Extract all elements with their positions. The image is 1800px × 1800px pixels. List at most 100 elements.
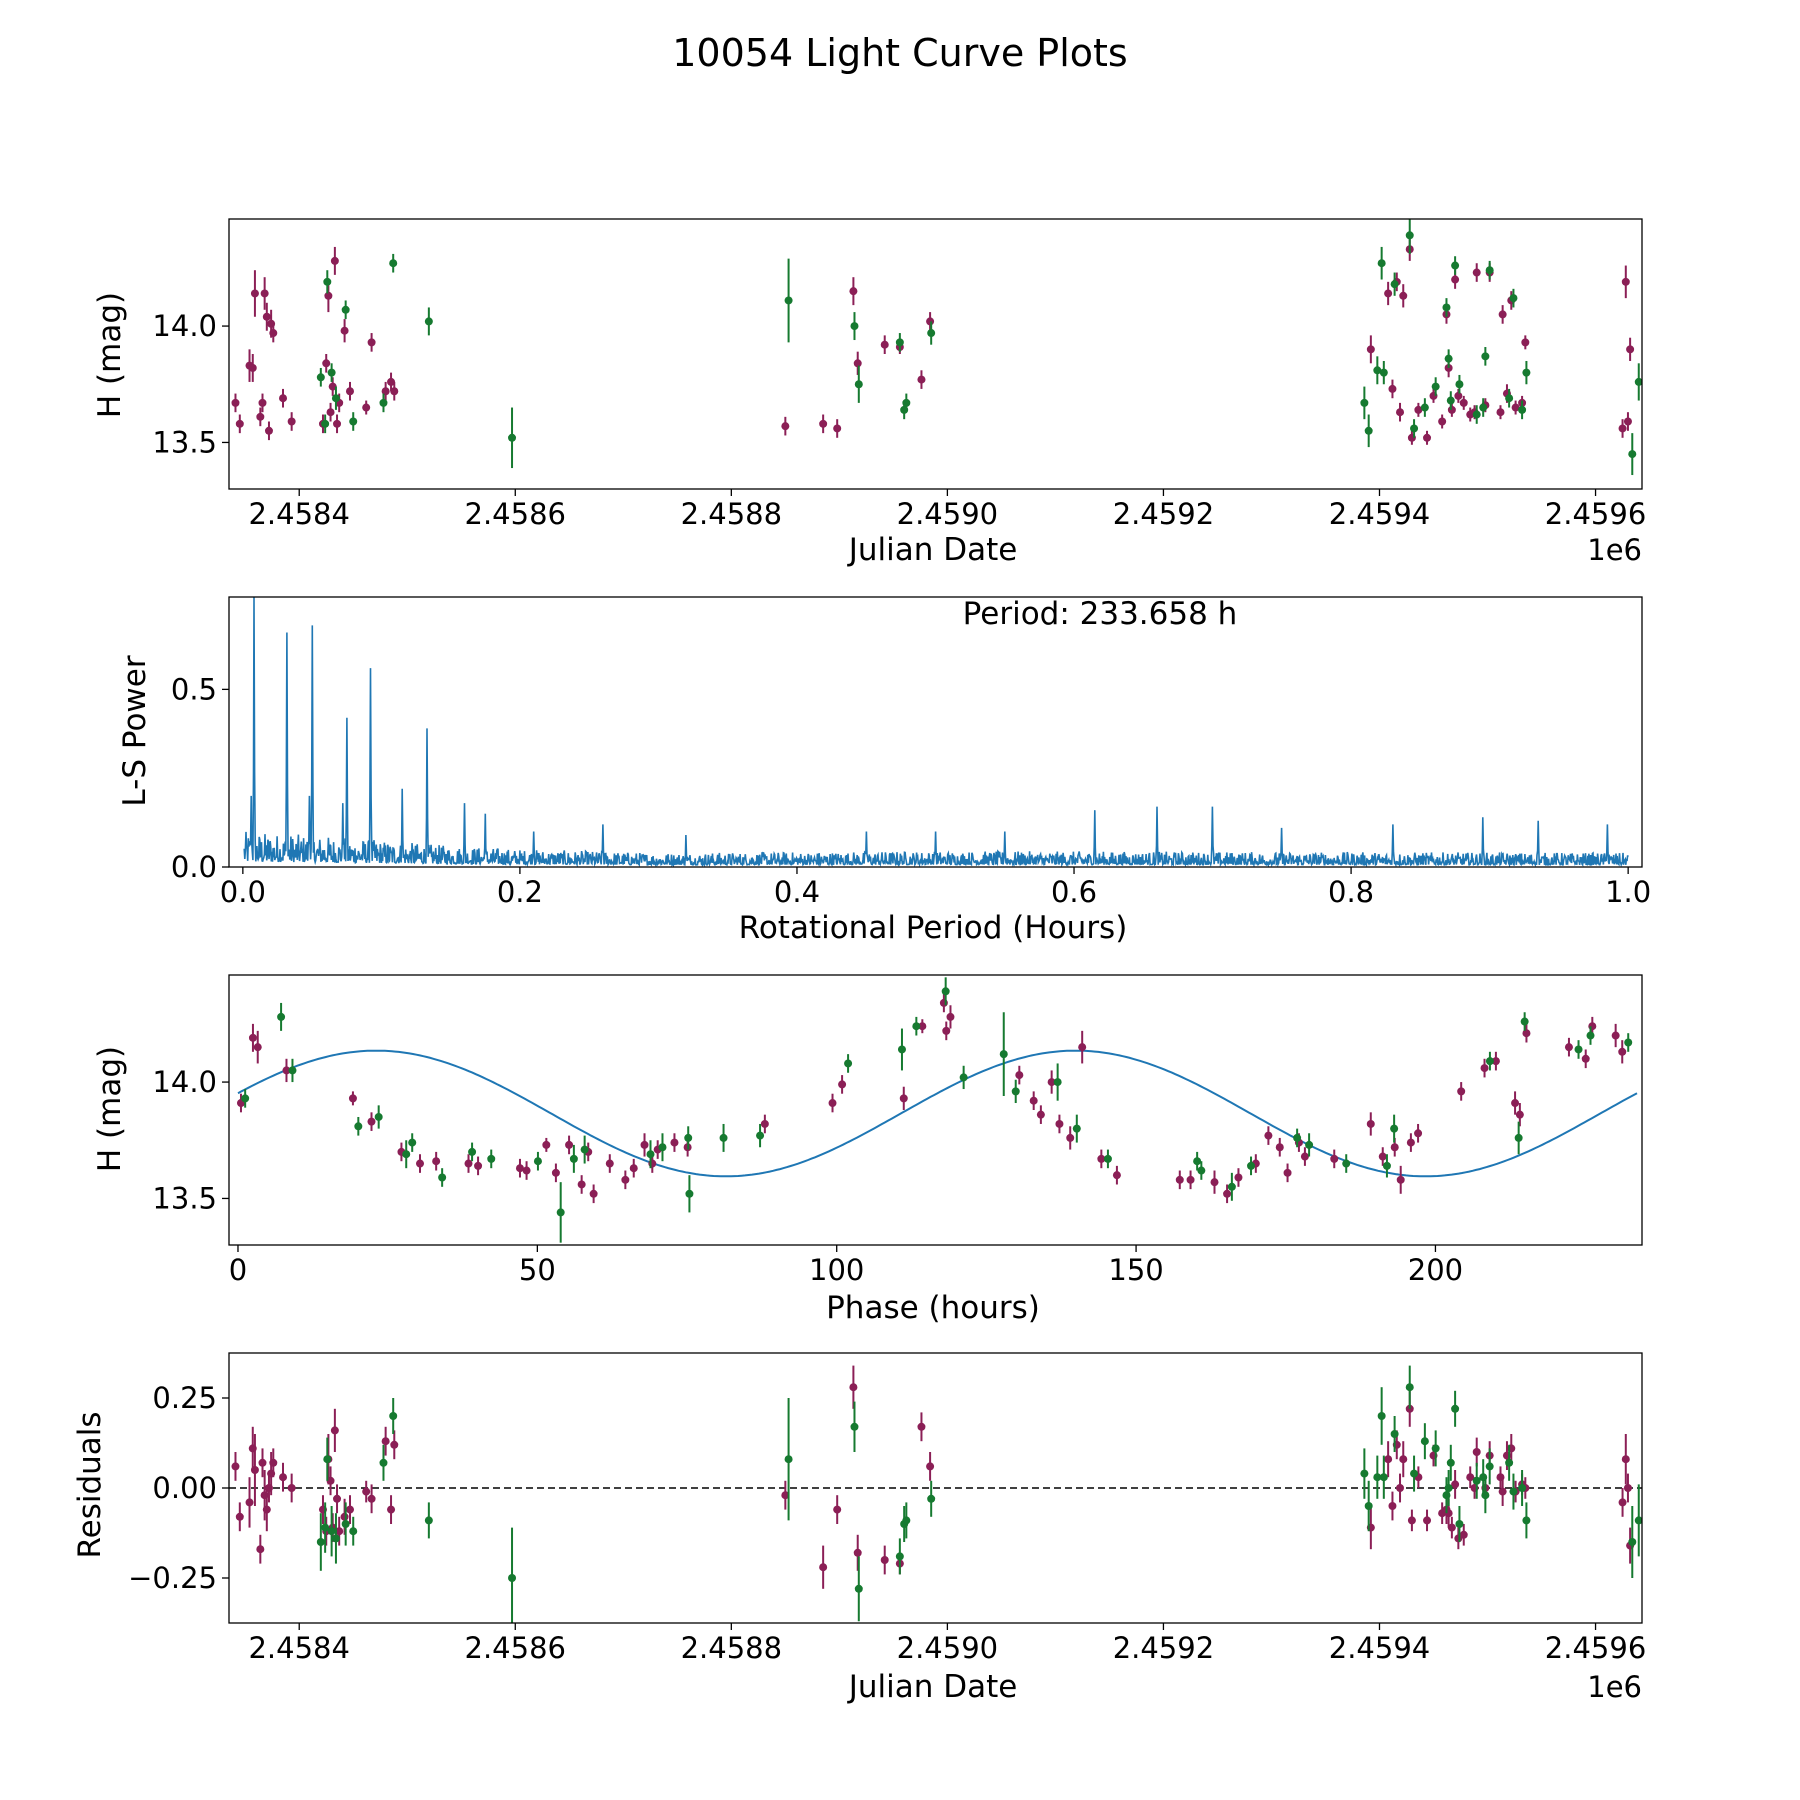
data-point — [1406, 1138, 1415, 1147]
data-point — [1377, 1412, 1386, 1420]
data-point — [387, 1505, 396, 1514]
data-point — [231, 1462, 240, 1471]
data-point — [316, 373, 325, 382]
data-point — [849, 287, 858, 296]
data-point — [1378, 1152, 1387, 1161]
data-point — [438, 1173, 447, 1182]
panel-lightcurve-julian-series-maroon — [231, 237, 1635, 445]
data-point — [1457, 1087, 1466, 1096]
data-point — [784, 1455, 793, 1464]
data-point — [327, 1527, 336, 1536]
data-point — [1626, 345, 1635, 354]
panel-periodogram-axes-frame — [228, 596, 1643, 868]
data-point — [1373, 366, 1382, 375]
data-point — [1447, 405, 1456, 414]
data-point — [345, 387, 354, 396]
data-point — [1618, 424, 1627, 433]
data-point — [1522, 1516, 1531, 1525]
data-point — [926, 317, 935, 326]
panel-residuals: Residuals Julian Date 1e6 2.4584 2.4586 2.… — [72, 1352, 1646, 1705]
data-point — [1447, 1523, 1456, 1532]
data-point — [1472, 1448, 1481, 1456]
data-point — [1366, 345, 1375, 354]
x-tick-label: 2.4592 — [1113, 497, 1214, 531]
data-point — [648, 1159, 657, 1168]
data-point — [1078, 1043, 1087, 1052]
data-point — [1396, 1484, 1405, 1492]
data-point — [1459, 398, 1468, 407]
data-point — [331, 394, 340, 403]
data-point — [1451, 1480, 1460, 1489]
data-point — [1234, 1173, 1243, 1182]
x-tick-label: 150 — [1108, 1253, 1163, 1287]
data-point — [279, 1473, 288, 1482]
figure-title: 10054 Light Curve Plots — [672, 31, 1127, 75]
data-point — [1379, 368, 1388, 377]
data-point — [341, 305, 350, 314]
x-tick-label: 0.2 — [497, 875, 543, 909]
data-point — [1518, 405, 1527, 414]
data-point — [959, 1073, 968, 1082]
data-point — [367, 338, 376, 347]
data-point — [256, 1545, 265, 1554]
data-point — [685, 1189, 694, 1198]
data-point — [1384, 1455, 1393, 1464]
sinusoid-fit-curve — [237, 1049, 1638, 1178]
data-point — [1399, 1455, 1408, 1464]
x-tick-label: 2.4592 — [1113, 1631, 1214, 1665]
data-point — [387, 377, 396, 386]
data-point — [389, 1412, 398, 1420]
data-point — [533, 1157, 542, 1166]
data-point — [853, 359, 862, 368]
data-point — [1373, 1473, 1382, 1482]
data-point — [515, 1164, 524, 1173]
x-tick-label: 2.4584 — [248, 1631, 349, 1665]
data-point — [1446, 396, 1455, 405]
data-point — [349, 1527, 358, 1536]
data-point — [508, 1574, 517, 1582]
data-point — [1574, 1045, 1583, 1054]
data-point — [269, 329, 278, 338]
y-tick-label: 13.5 — [152, 425, 217, 459]
data-point — [374, 1112, 383, 1121]
data-point — [231, 398, 240, 407]
data-point — [508, 433, 517, 442]
data-point — [577, 1180, 586, 1189]
panel-phased-lightcurve-axes-frame — [228, 974, 1643, 1246]
data-point — [946, 1012, 955, 1021]
data-point — [1618, 1047, 1627, 1056]
y-tick-label: 0.25 — [152, 1381, 217, 1415]
data-point — [424, 317, 433, 326]
data-point — [1498, 1487, 1507, 1496]
data-point — [1521, 338, 1530, 347]
panel-periodogram-ylabel: L-S Power — [117, 655, 153, 806]
data-point — [1382, 1161, 1391, 1170]
data-point — [1628, 450, 1637, 459]
data-point — [684, 1133, 693, 1142]
data-point — [902, 1516, 911, 1525]
data-point — [333, 419, 342, 428]
data-point — [1459, 1530, 1468, 1539]
data-point — [316, 1538, 325, 1546]
x-tick-label: 2.4588 — [681, 1631, 782, 1665]
panel-residuals-series-green — [316, 1365, 1642, 1623]
data-point — [1472, 268, 1481, 277]
data-point — [464, 1159, 473, 1168]
panel-phased-lightcurve-xlabel: Phase (hours) — [826, 1290, 1040, 1326]
data-point — [269, 1458, 278, 1467]
data-point — [895, 338, 904, 347]
data-point — [1305, 1140, 1314, 1149]
data-point — [556, 1208, 565, 1217]
data-point — [1481, 352, 1490, 361]
data-point — [390, 387, 399, 396]
data-point — [1505, 394, 1514, 403]
data-point — [390, 1440, 399, 1449]
data-point — [1520, 1017, 1529, 1026]
data-point — [1396, 408, 1405, 417]
panel-residuals-plot-area — [229, 1365, 1642, 1623]
data-point — [1496, 408, 1505, 417]
data-point — [235, 419, 244, 428]
data-point — [569, 1154, 578, 1163]
data-point — [1438, 417, 1447, 426]
data-point — [1634, 1516, 1642, 1525]
